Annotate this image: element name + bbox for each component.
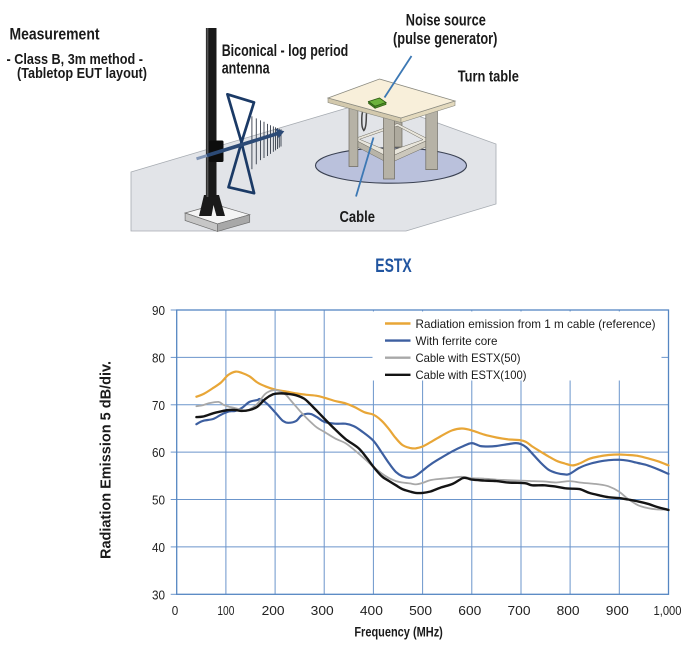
svg-text:Measurement: Measurement — [10, 25, 100, 44]
svg-text:Radiation emission from 1 m ca: Radiation emission from 1 m cable (refer… — [416, 317, 656, 331]
svg-text:60: 60 — [152, 445, 165, 460]
svg-text:Biconical - log period: Biconical - log period — [222, 41, 349, 60]
svg-text:100: 100 — [217, 603, 234, 618]
svg-text:With ferrite core: With ferrite core — [416, 334, 498, 348]
svg-text:Cable with ESTX(50): Cable with ESTX(50) — [416, 351, 521, 365]
svg-text:300: 300 — [311, 603, 334, 618]
svg-text:400: 400 — [360, 603, 383, 618]
svg-text:Cable with ESTX(100): Cable with ESTX(100) — [416, 368, 527, 382]
svg-text:700: 700 — [508, 603, 531, 618]
svg-text:200: 200 — [262, 603, 285, 618]
svg-text:50: 50 — [152, 493, 165, 508]
svg-text:0: 0 — [172, 603, 179, 618]
svg-text:Frequency (MHz): Frequency (MHz) — [354, 625, 443, 640]
svg-text:Radiation Emission 5 dB/div.: Radiation Emission 5 dB/div. — [99, 361, 115, 559]
svg-text:- Class B, 3m method -: - Class B, 3m method - — [7, 51, 144, 68]
svg-text:900: 900 — [606, 603, 629, 618]
svg-text:800: 800 — [557, 603, 580, 618]
svg-text:30: 30 — [152, 587, 165, 602]
svg-text:70: 70 — [152, 398, 165, 413]
svg-text:Cable: Cable — [340, 209, 376, 226]
svg-text:(Tabletop EUT layout): (Tabletop EUT layout) — [17, 65, 147, 82]
svg-text:antenna: antenna — [222, 59, 270, 78]
svg-text:40: 40 — [152, 540, 165, 555]
svg-text:Turn table: Turn table — [458, 68, 519, 85]
svg-text:(pulse generator): (pulse generator) — [393, 30, 497, 48]
svg-text:Noise source: Noise source — [406, 11, 486, 29]
svg-text:1,000: 1,000 — [654, 603, 682, 618]
svg-text:80: 80 — [152, 350, 165, 365]
svg-text:90: 90 — [152, 303, 165, 318]
svg-text:600: 600 — [458, 603, 481, 618]
svg-text:ESTX: ESTX — [375, 256, 412, 277]
svg-text:500: 500 — [409, 603, 432, 618]
